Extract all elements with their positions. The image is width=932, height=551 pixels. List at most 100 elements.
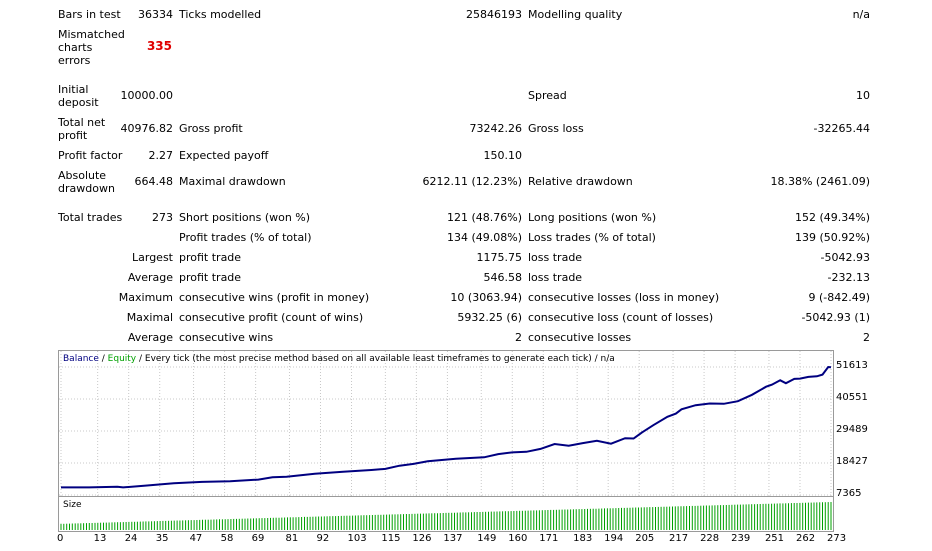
average-consec-wins-value: 2: [515, 331, 522, 344]
short-positions-value: 121 (48.76%): [446, 211, 522, 224]
gross-profit-value: 73242.26: [469, 122, 523, 135]
maximal-label: Maximal: [126, 311, 173, 324]
y-tick-label: 51613: [836, 360, 868, 371]
spread-value: 10: [856, 89, 870, 102]
largest-loss-label: loss trade: [528, 251, 583, 264]
mismatched-label-2: charts: [58, 41, 93, 54]
x-tick-label: 228: [700, 533, 720, 544]
profit-factor-label: Profit factor: [58, 149, 123, 162]
x-tick-label: 137: [443, 533, 463, 544]
mismatched-label-1: Mismatched: [58, 28, 125, 41]
chart-legend: Balance / Equity / Every tick (the most …: [63, 354, 615, 364]
size-chart: Size: [58, 496, 834, 532]
maximum-losses-label: consecutive losses (loss in money): [528, 291, 720, 304]
y-tick-label: 40551: [836, 392, 868, 403]
largest-profit-value: 1175.75: [476, 251, 523, 264]
x-tick-label: 115: [381, 533, 401, 544]
x-tick-label: 171: [539, 533, 559, 544]
gross-loss-value: -32265.44: [813, 122, 870, 135]
legend-equity: Equity: [107, 354, 137, 364]
size-chart-canvas: [60, 502, 832, 530]
maximum-losses-value: 9 (-842.49): [808, 291, 870, 304]
initial-deposit-label-1: Initial: [58, 83, 89, 96]
profit-trades-value: 134 (49.08%): [446, 231, 522, 244]
x-tick-label: 103: [347, 533, 367, 544]
legend-balance: Balance: [63, 354, 99, 364]
y-tick-label: 7365: [836, 488, 862, 499]
x-tick-label: 149: [477, 533, 497, 544]
x-tick-label: 92: [316, 533, 330, 544]
x-tick-label: 205: [635, 533, 655, 544]
expected-payoff-value: 150.10: [483, 149, 523, 162]
average-profit-value: 546.58: [483, 271, 523, 284]
largest-loss-value: -5042.93: [820, 251, 870, 264]
mismatched-value: 335: [146, 39, 172, 53]
x-tick-label: 81: [285, 533, 299, 544]
absolute-drawdown-label-1: Absolute: [58, 169, 107, 182]
average-consec-losses-label: consecutive losses: [528, 331, 632, 344]
maximal-loss-label: consecutive loss (count of losses): [528, 311, 714, 324]
x-tick-label: 273: [827, 533, 847, 544]
spread-label: Spread: [528, 89, 567, 102]
x-tick-label: 47: [189, 533, 203, 544]
x-tick-label: 183: [573, 533, 593, 544]
balance-series-line: [61, 365, 832, 489]
expected-payoff-label: Expected payoff: [179, 149, 269, 162]
average-loss-label: loss trade: [528, 271, 583, 284]
average-consec-label: Average: [127, 331, 173, 344]
modelling-quality-label: Modelling quality: [528, 8, 623, 21]
x-tick-label: 194: [604, 533, 624, 544]
y-tick-label: 18427: [836, 456, 868, 467]
gross-loss-label: Gross loss: [528, 122, 584, 135]
maximal-profit-value: 5932.25 (6): [457, 311, 522, 324]
x-tick-label: 217: [669, 533, 689, 544]
relative-drawdown-label: Relative drawdown: [528, 175, 633, 188]
loss-trades-value: 139 (50.92%): [794, 231, 870, 244]
initial-deposit-value: 10000.00: [120, 89, 174, 102]
x-tick-label: 69: [251, 533, 265, 544]
balance-chart: Balance / Equity / Every tick (the most …: [58, 350, 834, 498]
initial-deposit-label-2: deposit: [58, 96, 99, 109]
short-positions-label: Short positions (won %): [179, 211, 311, 224]
long-positions-value: 152 (49.34%): [794, 211, 870, 224]
y-tick-label: 29489: [836, 424, 868, 435]
x-tick-label: 262: [795, 533, 816, 544]
profit-factor-value: 2.27: [148, 149, 174, 162]
ticks-modelled-value: 25846193: [466, 8, 522, 21]
bars-in-test-label: Bars in test: [58, 8, 121, 21]
total-net-profit-value: 40976.82: [120, 122, 174, 135]
x-tick-label: 13: [93, 533, 107, 544]
x-tick-label: 160: [508, 533, 528, 544]
x-tick-label: 126: [412, 533, 432, 544]
average-consec-losses-value: 2: [863, 331, 870, 344]
maximum-label: Maximum: [118, 291, 173, 304]
average-consec-wins-label: consecutive wins: [179, 331, 274, 344]
average-label: Average: [127, 271, 173, 284]
bars-in-test-value: 36334: [138, 8, 173, 21]
x-tick-label: 24: [124, 533, 138, 544]
x-tick-label: 251: [764, 533, 785, 544]
total-trades-label: Total trades: [58, 211, 123, 224]
total-trades-value: 273: [152, 211, 173, 224]
total-net-profit-label-1: Total net: [58, 116, 106, 129]
gross-profit-label: Gross profit: [179, 122, 243, 135]
total-net-profit-label-2: profit: [58, 129, 88, 142]
size-label: Size: [63, 500, 82, 510]
balance-chart-canvas: [59, 351, 833, 497]
relative-drawdown-value: 18.38% (2461.09): [770, 175, 870, 188]
mismatched-label-3: errors: [58, 54, 91, 67]
maximal-loss-value: -5042.93 (1): [801, 311, 870, 324]
legend-rest: / Every tick (the most precise method ba…: [136, 354, 615, 364]
largest-profit-label: profit trade: [179, 251, 242, 264]
maximal-drawdown-label: Maximal drawdown: [179, 175, 286, 188]
maximal-profit-label: consecutive profit (count of wins): [179, 311, 364, 324]
profit-trades-label: Profit trades (% of total): [179, 231, 312, 244]
maximum-wins-value: 10 (3063.94): [450, 291, 522, 304]
modelling-quality-value: n/a: [852, 8, 870, 21]
x-tick-label: 35: [155, 533, 169, 544]
legend-sep: /: [98, 354, 108, 364]
long-positions-label: Long positions (won %): [528, 211, 657, 224]
average-profit-label: profit trade: [179, 271, 242, 284]
average-loss-value: -232.13: [827, 271, 870, 284]
maximum-wins-label: consecutive wins (profit in money): [179, 291, 370, 304]
